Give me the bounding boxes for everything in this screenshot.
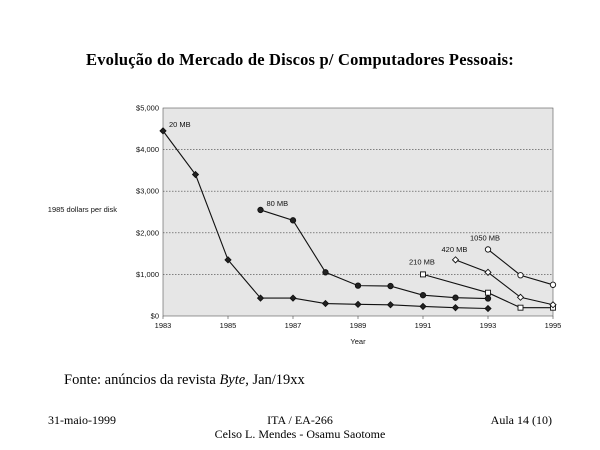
footer-authors: Celso L. Mendes - Osamu Saotome (214, 427, 386, 441)
series-label: 1050 MB (470, 233, 500, 242)
data-point (387, 282, 394, 290)
x-tick-label: 1991 (415, 321, 432, 330)
y-tick-label: $5,000 (136, 104, 159, 113)
data-point (354, 282, 362, 289)
data-point (322, 269, 329, 276)
data-point (159, 127, 167, 135)
data-point (191, 170, 200, 179)
data-point (549, 301, 557, 309)
y-tick-label: $3,000 (136, 187, 159, 196)
data-point (517, 272, 524, 279)
disk-price-chart: $0 $1,000 $2,000 $3,000 $4,000 $5,000 1983 1985… (48, 104, 562, 347)
data-point (549, 281, 557, 288)
data-point (419, 302, 427, 311)
source-suffix: , Jan/19xx (245, 372, 305, 388)
data-point (452, 294, 459, 301)
series-label: 20 MB (169, 120, 191, 129)
y-tick-label: $2,000 (136, 228, 159, 237)
footer-date: 31-maio-1999 (48, 413, 116, 427)
x-tick-label: 1993 (480, 321, 497, 330)
y-tick-label: $1,000 (136, 270, 159, 279)
source-prefix: Fonte: anúncios da revista (64, 372, 220, 388)
source-line: Fonte: anúncios da revista Byte, Jan/19x… (64, 372, 305, 389)
y-tick-label: $4,000 (136, 145, 159, 154)
x-tick-label: 1995 (545, 321, 562, 330)
x-tick-label: 1987 (285, 321, 302, 330)
data-point (484, 268, 492, 276)
series-label: 420 MB (442, 245, 468, 254)
data-point (485, 289, 491, 296)
series-label: 80 MB (267, 199, 289, 208)
data-point (321, 299, 330, 308)
data-point (419, 292, 427, 299)
series-label: 210 MB (409, 257, 435, 266)
footer-lecture: Aula 14 (10) (490, 413, 552, 427)
series-line (260, 209, 489, 300)
plot-area (162, 107, 554, 317)
series-line (455, 259, 554, 306)
data-point (224, 256, 232, 264)
data-point (517, 304, 524, 311)
data-point (484, 295, 492, 302)
data-point (257, 206, 264, 214)
x-tick-label: 1989 (350, 321, 367, 330)
data-point (289, 217, 297, 224)
x-axis-label: Year (350, 337, 366, 346)
footer-course-code: ITA / EA-266 (267, 413, 333, 427)
data-point (256, 294, 265, 302)
y-tick-label: $0 (151, 312, 159, 321)
data-point (386, 301, 395, 309)
data-point (289, 294, 297, 302)
data-point (451, 256, 460, 264)
source-magazine: Byte (219, 372, 246, 388)
data-point (484, 304, 492, 313)
data-point (451, 304, 460, 312)
data-point (354, 300, 362, 308)
series-line (422, 273, 553, 309)
footer-course: ITA / EA-266 Celso L. Mendes - Osamu Sao… (0, 413, 600, 441)
data-point (516, 293, 525, 301)
data-point (484, 246, 492, 253)
slide-title: Evolução do Mercado de Discos p/ Computa… (86, 50, 514, 69)
y-axis-label: 1985 dollars per disk (48, 205, 117, 214)
x-tick-label: 1983 (155, 321, 172, 330)
data-point (420, 271, 426, 278)
x-tick-label: 1985 (220, 321, 237, 330)
